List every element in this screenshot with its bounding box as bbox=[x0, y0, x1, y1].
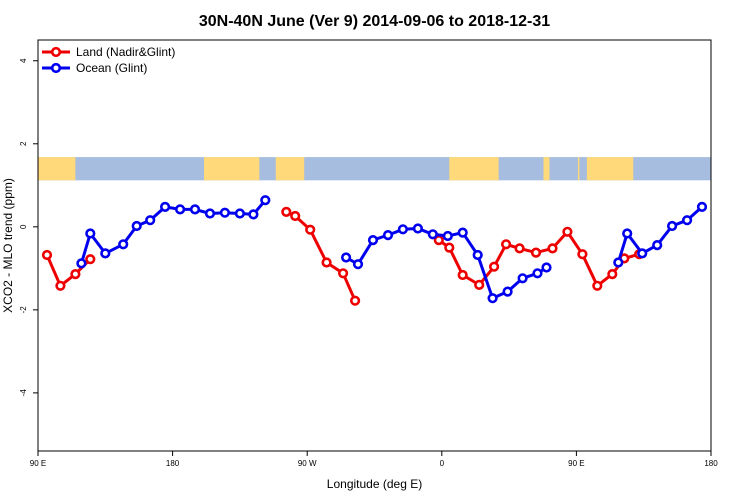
data-point bbox=[652, 240, 663, 251]
data-point bbox=[131, 220, 142, 232]
data-point bbox=[55, 280, 66, 291]
data-point bbox=[472, 249, 483, 261]
data-point bbox=[70, 269, 81, 280]
data-point bbox=[637, 248, 648, 259]
data-point bbox=[281, 206, 292, 217]
legend-label: Ocean (Glint) bbox=[76, 61, 147, 75]
x-tick-label: 0 bbox=[440, 459, 445, 468]
data-point bbox=[76, 258, 87, 269]
data-point bbox=[474, 279, 485, 291]
data-point bbox=[100, 248, 111, 259]
data-point bbox=[412, 223, 424, 234]
plot-frame bbox=[37, 39, 712, 452]
data-point bbox=[442, 230, 453, 242]
y-tick-label: 0 bbox=[19, 224, 28, 229]
x-tick-label: 90 W bbox=[298, 459, 317, 468]
data-point bbox=[321, 257, 332, 268]
data-point bbox=[444, 242, 455, 253]
data-point bbox=[514, 243, 525, 254]
data-point bbox=[219, 207, 230, 218]
y-tick-label: 4 bbox=[19, 58, 28, 63]
data-point bbox=[666, 220, 678, 232]
data-point bbox=[234, 208, 245, 219]
series-land bbox=[41, 206, 645, 306]
data-point bbox=[175, 204, 186, 215]
data-point bbox=[260, 195, 271, 206]
chart-title: 30N-40N June (Ver 9) 2014-09-06 to 2018-… bbox=[199, 13, 550, 30]
data-point bbox=[613, 257, 624, 268]
legend-marker bbox=[50, 46, 62, 58]
data-point bbox=[517, 273, 528, 284]
data-point bbox=[696, 201, 708, 212]
map-land bbox=[543, 157, 550, 181]
y-axis: -4 -2 0 2 4 bbox=[19, 58, 38, 396]
data-point bbox=[487, 293, 498, 304]
x-tick-label: 180 bbox=[166, 459, 180, 468]
legend-label: Land (Nadir&Glint) bbox=[76, 45, 175, 59]
legend-marker bbox=[50, 62, 62, 74]
data-point bbox=[562, 226, 573, 237]
data-point bbox=[397, 224, 409, 235]
legend: Land (Nadir&Glint) Ocean (Glint) bbox=[42, 45, 175, 75]
x-axis: 90 E 180 90 W 0 90 E 180 bbox=[30, 451, 718, 468]
data-point bbox=[457, 269, 468, 281]
x-axis-label: Longitude (deg E) bbox=[327, 477, 422, 491]
data-point bbox=[532, 268, 543, 279]
x-tick-label: 180 bbox=[704, 459, 718, 468]
map-land bbox=[586, 157, 634, 181]
data-point bbox=[341, 252, 352, 263]
data-point bbox=[118, 239, 129, 250]
y-axis-label: XCO2 - MLO trend (ppm) bbox=[1, 178, 15, 313]
map-strip bbox=[38, 157, 711, 181]
data-point bbox=[681, 215, 693, 226]
data-point bbox=[547, 243, 558, 254]
y-tick-label: -2 bbox=[19, 306, 28, 314]
map-land bbox=[449, 157, 499, 181]
map-land bbox=[204, 157, 260, 181]
data-point bbox=[367, 235, 379, 246]
data-point bbox=[382, 230, 394, 241]
data-point bbox=[501, 239, 512, 250]
series-layer bbox=[41, 195, 708, 306]
data-point bbox=[457, 227, 468, 238]
data-point bbox=[145, 215, 156, 226]
data-point bbox=[427, 229, 438, 240]
data-point bbox=[204, 208, 216, 219]
y-tick-label: 2 bbox=[19, 141, 28, 146]
y-tick-label: -4 bbox=[19, 389, 28, 397]
data-point bbox=[290, 210, 301, 222]
data-point bbox=[541, 262, 552, 273]
series-ocean bbox=[76, 195, 708, 304]
map-land bbox=[577, 157, 580, 181]
data-point bbox=[489, 261, 500, 272]
data-point bbox=[577, 249, 588, 260]
map-land bbox=[275, 157, 305, 181]
data-point bbox=[248, 209, 259, 220]
data-point bbox=[41, 249, 53, 261]
data-point bbox=[622, 228, 633, 239]
data-point bbox=[338, 268, 349, 279]
data-point bbox=[530, 247, 542, 258]
map-land bbox=[38, 157, 76, 181]
data-point bbox=[85, 228, 96, 239]
data-point bbox=[305, 224, 316, 235]
data-point bbox=[85, 254, 96, 265]
x-tick-label: 90 E bbox=[568, 459, 584, 468]
data-point bbox=[352, 259, 364, 270]
data-point bbox=[607, 269, 618, 280]
data-point bbox=[350, 295, 361, 306]
data-point bbox=[189, 204, 201, 215]
data-point bbox=[160, 201, 171, 212]
data-point bbox=[592, 280, 603, 291]
x-tick-label: 90 E bbox=[30, 459, 46, 468]
data-point bbox=[502, 286, 513, 297]
